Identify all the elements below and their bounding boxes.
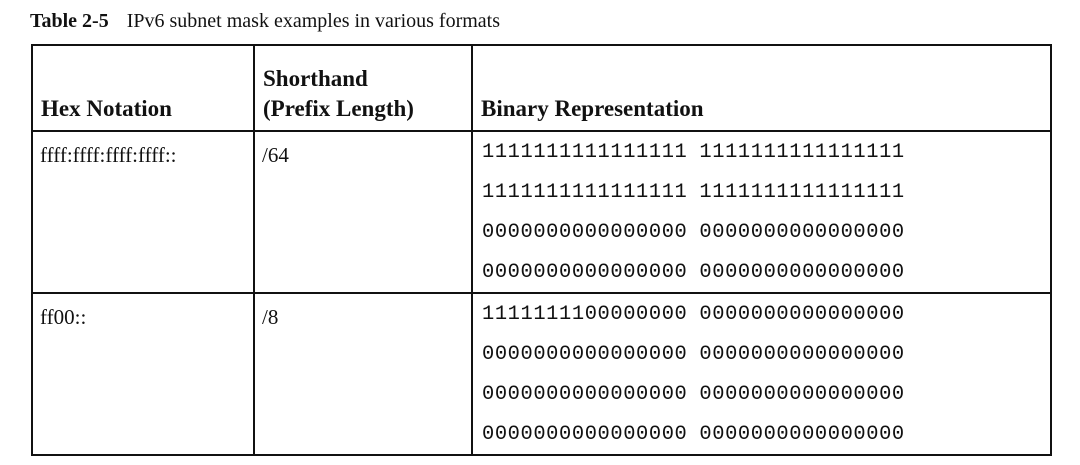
- binary-group: 1111111100000000: [482, 303, 688, 326]
- binary-line: 1111111111111111 1111111111111111: [482, 138, 1050, 178]
- header-binary-label: Binary Representation: [481, 96, 704, 121]
- binary-group: 0000000000000000: [699, 261, 905, 284]
- header-shorthand-line2: (Prefix Length): [263, 96, 414, 121]
- binary-cell: 1111111100000000 0000000000000000 0000000…: [471, 292, 1052, 456]
- header-shorthand-line1: Shorthand: [263, 66, 368, 91]
- binary-group: 1111111111111111: [699, 181, 905, 204]
- header-shorthand: Shorthand (Prefix Length): [253, 44, 473, 132]
- hex-cell: ffff:ffff:ffff:ffff::: [31, 130, 255, 294]
- table-row: ffff:ffff:ffff:ffff:: /64 11111111111111…: [31, 130, 1052, 294]
- binary-group: 0000000000000000: [482, 221, 688, 244]
- subnet-mask-table: Hex Notation Shorthand (Prefix Length) B…: [31, 44, 1052, 456]
- binary-group: 0000000000000000: [699, 303, 905, 326]
- header-binary-representation: Binary Representation: [471, 44, 1052, 132]
- binary-group: 1111111111111111: [699, 141, 905, 164]
- binary-line: 0000000000000000 0000000000000000: [482, 420, 1050, 450]
- binary-group: 0000000000000000: [699, 423, 905, 446]
- binary-line: 0000000000000000 0000000000000000: [482, 258, 1050, 288]
- binary-line: 1111111100000000 0000000000000000: [482, 300, 1050, 340]
- binary-group: 0000000000000000: [699, 343, 905, 366]
- binary-line: 0000000000000000 0000000000000000: [482, 218, 1050, 258]
- hex-cell: ff00::: [31, 292, 255, 456]
- header-hex-notation: Hex Notation: [31, 44, 255, 132]
- binary-group: 1111111111111111: [482, 141, 688, 164]
- binary-group: 1111111111111111: [482, 181, 688, 204]
- header-row: Hex Notation Shorthand (Prefix Length) B…: [31, 44, 1052, 132]
- binary-line: 0000000000000000 0000000000000000: [482, 340, 1050, 380]
- binary-group: 0000000000000000: [699, 383, 905, 406]
- shorthand-cell: /8: [253, 292, 473, 456]
- table-caption: Table 2-5 IPv6 subnet mask examples in va…: [30, 10, 500, 33]
- header-hex-label: Hex Notation: [41, 96, 172, 121]
- binary-group: 0000000000000000: [482, 343, 688, 366]
- shorthand-cell: /64: [253, 130, 473, 294]
- table-title: IPv6 subnet mask examples in various for…: [126, 10, 501, 32]
- binary-group: 0000000000000000: [482, 423, 688, 446]
- table-number: Table 2-5: [30, 10, 109, 32]
- binary-group: 0000000000000000: [482, 261, 688, 284]
- binary-group: 0000000000000000: [699, 221, 905, 244]
- binary-line: 1111111111111111 1111111111111111: [482, 178, 1050, 218]
- binary-line: 0000000000000000 0000000000000000: [482, 380, 1050, 420]
- binary-group: 0000000000000000: [482, 383, 688, 406]
- binary-cell: 1111111111111111 1111111111111111 1111111…: [471, 130, 1052, 294]
